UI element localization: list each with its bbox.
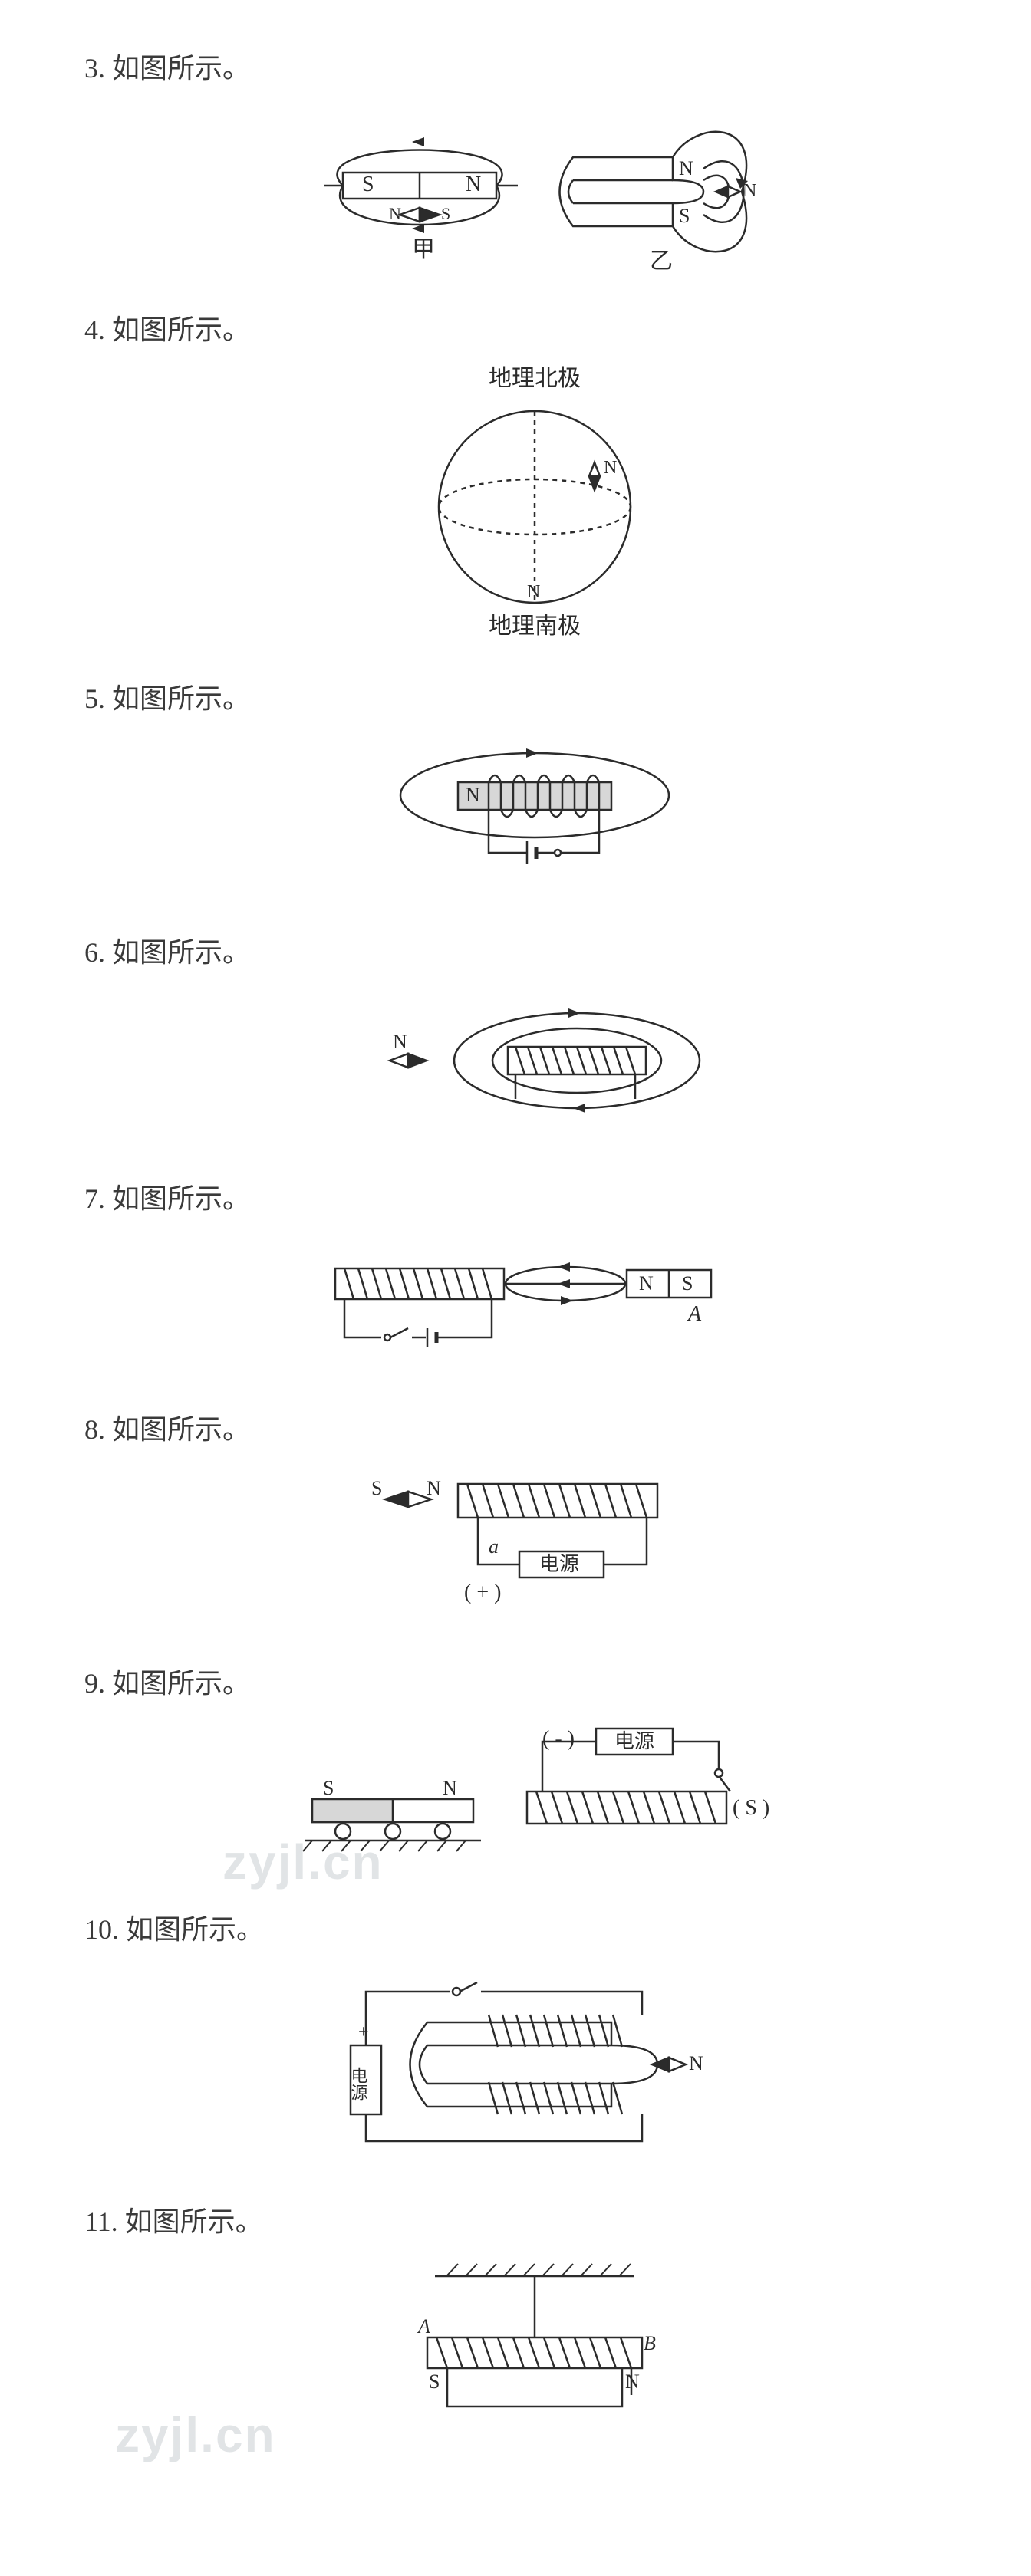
question-10: 10. 如图所示。 电源 + [84, 1907, 985, 2172]
caption-yi: 乙 [650, 248, 673, 274]
question-4: 4. 如图所示。 地理北极 N N 地理南极 [84, 308, 985, 649]
power-9: 电源 [614, 1730, 654, 1752]
mag-S: S [682, 1272, 693, 1295]
question-9: 9. 如图所示。 S N ( - ) 电源 [84, 1661, 985, 1880]
fig9-icon: S N ( - ) 电源 [303, 1727, 769, 1851]
plus-10: + [358, 2022, 369, 2042]
question-9-text: 9. 如图所示。 [84, 1661, 985, 1701]
mag-N: N [639, 1272, 654, 1295]
horseshoe-magnet-icon: N S N 乙 [560, 132, 757, 274]
fig10-icon: 电源 + [349, 1982, 704, 2141]
label-north: 地理北极 [489, 366, 581, 391]
figure-6: N [84, 984, 985, 1149]
question-8-text: 8. 如图所示。 [84, 1407, 985, 1447]
question-6: 6. 如图所示。 N [84, 930, 985, 1149]
bar-N-9: N [443, 1777, 457, 1799]
figure-4: 地理北极 N N 地理南极 [84, 361, 985, 649]
question-11-text: 11. 如图所示。 [84, 2199, 985, 2239]
caption-jia: 甲 [412, 237, 435, 262]
plus-8: ( + ) [464, 1581, 501, 1604]
question-5: 5. 如图所示。 N [84, 676, 985, 903]
pole-N: N [625, 2370, 640, 2393]
label-south: 地理南极 [489, 614, 581, 639]
question-3-text: 3. 如图所示。 [84, 46, 985, 86]
compass-N: N [604, 458, 617, 478]
pole-S: S [429, 2370, 440, 2393]
horseshoe-S: S [679, 205, 690, 227]
earth-sphere-icon: 地理北极 N N 地理南极 [439, 366, 631, 639]
power-10: 电源 [349, 2067, 368, 2101]
question-5-text: 5. 如图所示。 [84, 676, 985, 716]
power-8: 电源 [539, 1553, 579, 1575]
label-B: B [644, 2332, 656, 2354]
question-6-text: 6. 如图所示。 [84, 930, 985, 970]
bar-magnet-field-icon: S N N S 甲 [324, 137, 518, 262]
figure-8: S N a 电源 ( [84, 1461, 985, 1633]
wire-a: a [489, 1535, 499, 1558]
solenoid-6-icon: N [390, 1008, 700, 1113]
pole-N: N [466, 784, 480, 806]
question-7: 7. 如图所示。 [84, 1176, 985, 1380]
label-S: S [362, 173, 374, 196]
inside-N: N [527, 582, 540, 602]
compass-N-8: N [427, 1477, 441, 1499]
figure-10: 电源 + [84, 1961, 985, 2172]
label-N: N [466, 173, 481, 196]
question-4-text: 4. 如图所示。 [84, 308, 985, 347]
horseshoe-compass-N: N [743, 181, 756, 201]
solenoid-5-icon: N [400, 748, 669, 864]
watermark-2: zyjl.cn [115, 2407, 276, 2463]
solenoid-8-icon: S N a 电源 ( [371, 1477, 657, 1604]
figure-11: A B S N zyjl.cn [84, 2253, 985, 2456]
bar-S-9: S [323, 1777, 334, 1799]
figure-9: S N ( - ) 电源 [84, 1715, 985, 1880]
compass-N-label: N [389, 204, 401, 223]
compass-N-10: N [689, 2052, 703, 2074]
fig11-icon: A B S N [417, 2264, 656, 2407]
question-7-text: 7. 如图所示。 [84, 1176, 985, 1216]
figure-7: N S A [84, 1230, 985, 1380]
compass-N-6: N [393, 1031, 407, 1053]
coil-S-9: ( S ) [733, 1796, 769, 1820]
question-8: 8. 如图所示。 S N [84, 1407, 985, 1633]
question-10-text: 10. 如图所示。 [84, 1907, 985, 1947]
question-3: 3. 如图所示。 S N [84, 46, 985, 280]
solenoid-7-icon: N S A [335, 1262, 711, 1347]
figure-5: N [84, 730, 985, 903]
compass-S-8: S [371, 1477, 382, 1499]
minus-9: ( - ) [542, 1727, 575, 1751]
compass-S-label: S [441, 204, 450, 223]
horseshoe-N: N [679, 157, 693, 179]
figure-3: S N N S 甲 [84, 100, 985, 280]
question-11: 11. 如图所示。 [84, 2199, 985, 2456]
label-A: A [417, 2315, 430, 2337]
mag-label-A: A [687, 1302, 702, 1326]
